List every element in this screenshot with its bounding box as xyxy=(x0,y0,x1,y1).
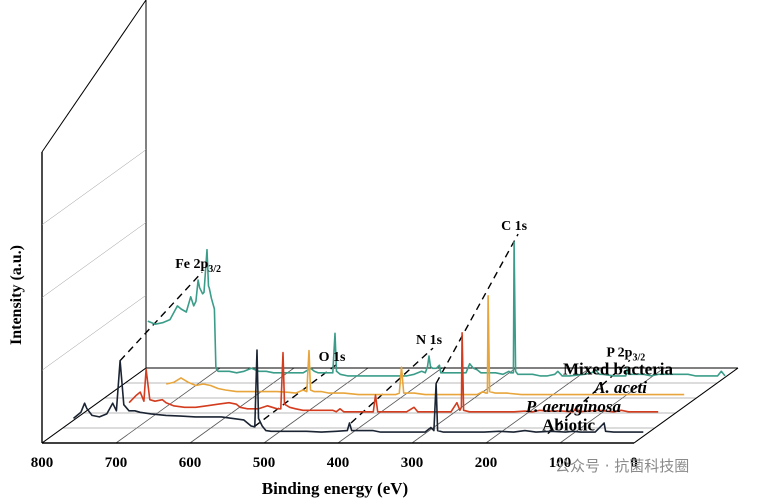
series-line xyxy=(166,294,685,396)
x-tick-label: 700 xyxy=(105,455,128,471)
peak-guide-line xyxy=(119,271,203,362)
peak-label: N 1s xyxy=(416,333,443,348)
series-label: Abiotic xyxy=(542,416,595,435)
x-tick-label: 100 xyxy=(549,455,572,471)
peak-guide-line xyxy=(435,233,519,384)
chart-frame xyxy=(41,0,739,444)
x-tick-label: 400 xyxy=(327,455,350,471)
series-label: A. aceti xyxy=(593,378,647,397)
peak-guide-line xyxy=(253,364,337,428)
x-tick-label: 300 xyxy=(401,455,424,471)
y-axis-label: Intensity (a.u.) xyxy=(8,245,25,345)
peak-guide-line xyxy=(547,359,631,435)
series-line xyxy=(72,349,644,433)
floor-grid-line xyxy=(115,367,221,444)
series-line xyxy=(147,241,726,377)
x-tick-label: 600 xyxy=(179,455,202,471)
floor-grid-line xyxy=(559,367,665,444)
series-layer xyxy=(72,241,726,433)
x-tick-label: 800 xyxy=(31,455,54,471)
series-line xyxy=(128,331,659,413)
x-tick-label: 500 xyxy=(253,455,276,471)
floor-grid-line xyxy=(189,367,295,444)
watermark: 公众号 · 抗菌科技圈 xyxy=(555,457,689,475)
x-tick-label: 0 xyxy=(630,455,638,471)
series-label: Mixed bacteria xyxy=(563,359,673,378)
peak-label: Fe 2p3/2 xyxy=(175,257,221,275)
wall-grid-line xyxy=(41,222,147,298)
floor-right-edge xyxy=(633,367,739,444)
x-tick-label: 200 xyxy=(475,455,498,471)
floor-left-edge xyxy=(41,367,147,444)
peak-label: C 1s xyxy=(501,219,528,234)
peak-label: P 2p3/2 xyxy=(606,345,645,363)
x-axis-ticks: 800 700 600 500 400 300 200 100 0 xyxy=(31,455,638,471)
wall-grid-line xyxy=(41,295,147,371)
peak-label: O 1s xyxy=(319,350,346,365)
x-axis-label: Binding energy (eV) xyxy=(262,479,408,498)
peak-guide-lines xyxy=(119,233,631,435)
wall-top-edge xyxy=(41,0,147,153)
peak-annotations: Fe 2p3/2 O 1s N 1s C 1s P 2p3/2 xyxy=(175,219,645,365)
peak-guide-line xyxy=(350,347,434,424)
wall-grid-line xyxy=(41,149,147,225)
series-label: P. aeruginosa xyxy=(525,397,622,416)
floor-grid-line xyxy=(485,367,591,444)
